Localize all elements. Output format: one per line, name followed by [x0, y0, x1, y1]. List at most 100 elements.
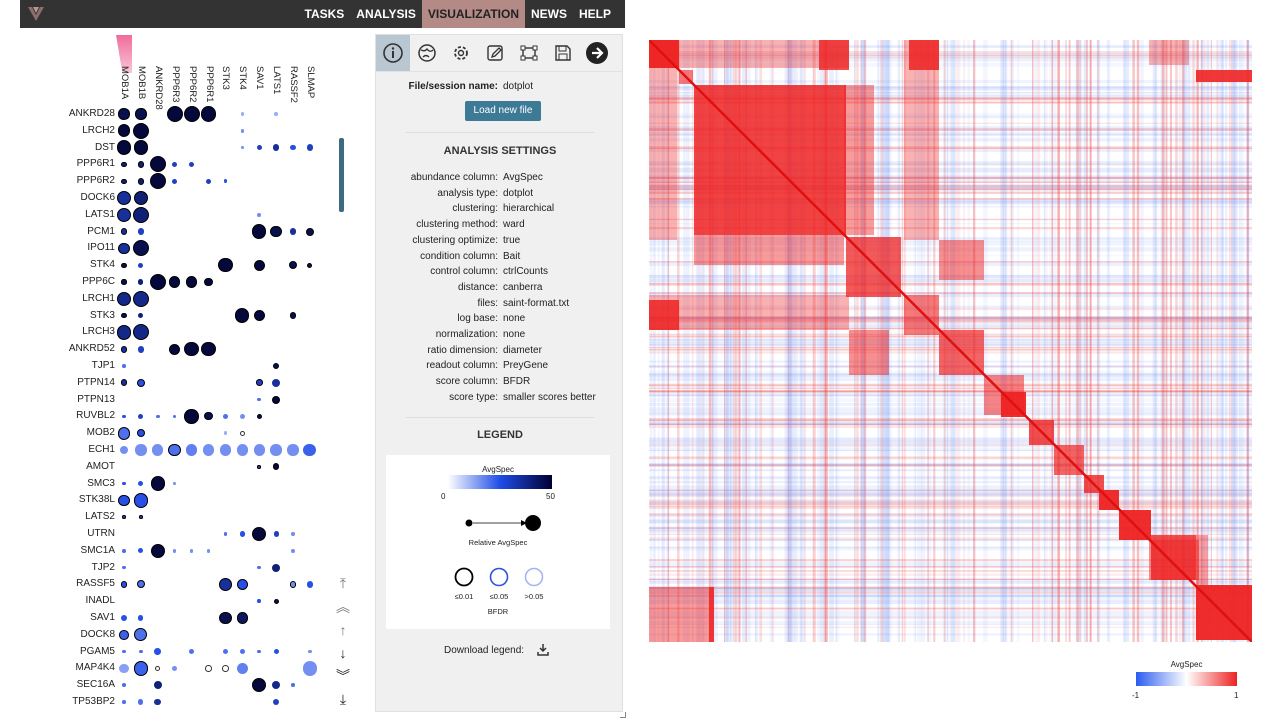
row-label-dock8[interactable]: DOCK8 — [80, 628, 115, 640]
dot[interactable] — [236, 444, 248, 456]
dot[interactable] — [119, 663, 129, 674]
dot[interactable] — [134, 628, 148, 642]
dot[interactable] — [205, 178, 212, 184]
dot[interactable] — [223, 179, 228, 183]
row-label-lrch1[interactable]: LRCH1 — [82, 292, 115, 304]
dot[interactable] — [240, 145, 245, 150]
row-label-utrn[interactable]: UTRN — [87, 528, 115, 539]
dot[interactable] — [117, 426, 131, 440]
dot[interactable] — [121, 262, 127, 268]
dot[interactable] — [223, 532, 228, 536]
row-label-ankrd28[interactable]: ANKRD28 — [68, 108, 115, 119]
dot[interactable] — [218, 258, 233, 273]
column-label-ppp6r1[interactable]: PPP6R1 — [203, 66, 215, 103]
arrow-up-icon[interactable]: ↑ — [339, 622, 347, 638]
row-label-inadl[interactable]: INADL — [85, 595, 115, 607]
column-label-mob1b[interactable]: MOB1B — [135, 66, 147, 100]
dot[interactable] — [138, 615, 144, 621]
dot[interactable] — [289, 228, 297, 235]
dot[interactable] — [257, 465, 261, 469]
row-label-tjp1[interactable]: TJP1 — [91, 360, 115, 371]
row-label-amot[interactable]: AMOT — [86, 460, 115, 472]
row-label-ptpn14[interactable]: PTPN14 — [77, 376, 115, 388]
dot[interactable] — [290, 145, 296, 151]
dot[interactable] — [119, 629, 129, 640]
row-label-stk3[interactable]: STK3 — [89, 309, 115, 321]
dot[interactable] — [118, 494, 130, 507]
dot[interactable] — [239, 430, 245, 436]
page-up-icon[interactable]: ︽ — [336, 599, 350, 615]
dot[interactable] — [185, 444, 198, 456]
dot[interactable] — [119, 445, 129, 455]
dot[interactable] — [116, 325, 132, 340]
dot[interactable] — [132, 290, 149, 307]
dot[interactable] — [169, 276, 181, 288]
dot[interactable] — [291, 549, 295, 553]
dot[interactable] — [136, 429, 145, 438]
dot[interactable] — [149, 156, 166, 173]
dot[interactable] — [206, 549, 211, 553]
dot[interactable] — [153, 681, 162, 690]
dot[interactable] — [155, 665, 161, 671]
row-label-pcm1[interactable]: PCM1 — [87, 225, 115, 237]
dot[interactable] — [172, 178, 178, 184]
dot[interactable] — [122, 683, 126, 687]
column-label-stk4[interactable]: STK4 — [237, 66, 249, 90]
dot[interactable] — [273, 598, 279, 604]
dot[interactable] — [306, 144, 314, 151]
dot[interactable] — [168, 443, 182, 457]
arrow-down-icon[interactable]: ↓ — [339, 645, 347, 661]
dot[interactable] — [149, 274, 166, 290]
dot[interactable] — [120, 228, 128, 235]
dot[interactable] — [121, 178, 127, 184]
dot[interactable] — [291, 683, 295, 687]
dot[interactable] — [239, 531, 245, 537]
row-label-smc3[interactable]: SMC3 — [87, 477, 115, 489]
dot[interactable] — [289, 581, 297, 588]
next-icon[interactable] — [580, 35, 614, 71]
dot[interactable] — [154, 698, 162, 706]
dot[interactable] — [270, 225, 282, 238]
dot[interactable] — [257, 213, 261, 217]
dot[interactable] — [156, 414, 160, 419]
dot[interactable] — [185, 276, 198, 288]
row-label-mob2[interactable]: MOB2 — [86, 427, 115, 439]
dot[interactable] — [120, 345, 128, 353]
dot[interactable] — [138, 699, 144, 705]
dot[interactable] — [272, 463, 280, 471]
dot[interactable] — [287, 444, 299, 456]
row-label-ruvbl2[interactable]: RUVBL2 — [76, 410, 115, 422]
dot[interactable] — [149, 173, 166, 190]
dot[interactable] — [303, 443, 317, 457]
dot[interactable] — [116, 190, 132, 206]
row-label-stk4[interactable]: STK4 — [89, 259, 115, 271]
dotplot-scrollbar[interactable] — [339, 138, 344, 212]
dot[interactable] — [172, 161, 178, 167]
dot[interactable] — [236, 662, 248, 675]
dot[interactable] — [302, 661, 318, 676]
nav-news[interactable]: NEWS — [530, 7, 567, 21]
crop-icon[interactable] — [512, 35, 546, 71]
dot[interactable] — [272, 144, 280, 151]
scroll-top-icon[interactable]: ⤒ — [339, 575, 347, 591]
dot[interactable] — [272, 698, 280, 706]
dot[interactable] — [117, 124, 131, 138]
dot[interactable] — [135, 444, 147, 456]
dot[interactable] — [288, 261, 298, 270]
dot[interactable] — [137, 228, 145, 235]
dot[interactable] — [133, 190, 149, 206]
dot[interactable] — [121, 313, 127, 319]
column-label-ankrd28[interactable]: ANKRD28 — [152, 66, 164, 110]
dot[interactable] — [118, 242, 130, 255]
edit-icon[interactable] — [478, 35, 512, 71]
dot[interactable] — [132, 324, 149, 341]
row-label-stk38l[interactable]: STK38L — [78, 494, 115, 506]
dot[interactable] — [120, 379, 128, 387]
dot[interactable] — [121, 279, 127, 285]
dot[interactable] — [239, 649, 245, 655]
dot[interactable] — [138, 481, 144, 487]
dot[interactable] — [252, 678, 267, 693]
dot[interactable] — [222, 413, 228, 419]
dot[interactable] — [122, 364, 126, 368]
dot[interactable] — [133, 140, 149, 155]
